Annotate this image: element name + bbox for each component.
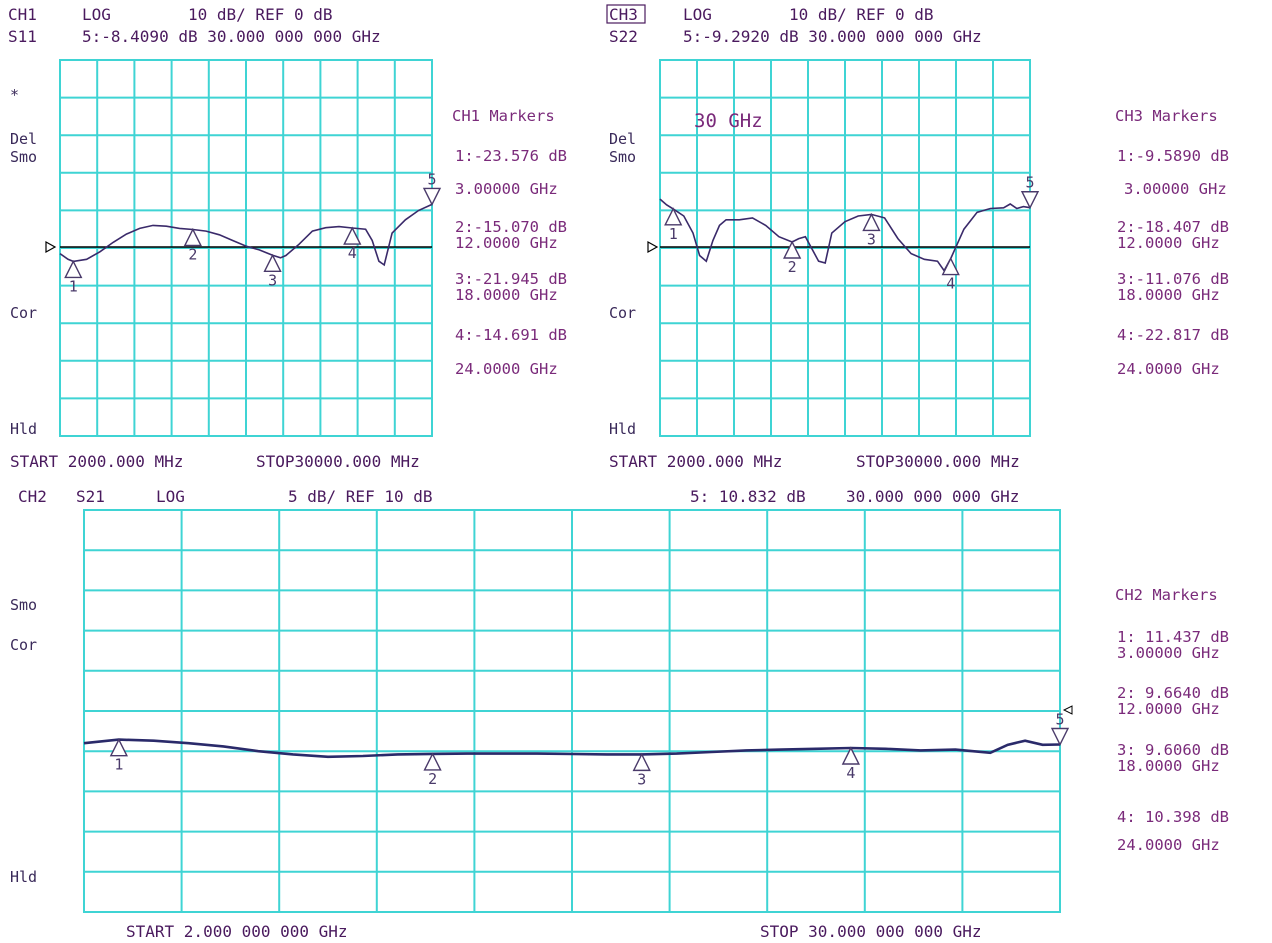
ch2-marker-3-symbol xyxy=(634,754,650,770)
ch2-format: LOG xyxy=(156,487,185,506)
ch1-marker-3-number: 3 xyxy=(268,271,277,289)
ch2-marker-4-freq: 24.0000 GHz xyxy=(1117,836,1220,854)
ch1-marker-4-value: 4:-14.691 dB xyxy=(455,326,567,344)
ch2-active-marker-freq: 30.000 000 000 GHz xyxy=(846,487,1019,506)
ch3-marker-3-symbol xyxy=(863,214,879,230)
ch3-smo: Smo xyxy=(609,148,636,166)
ch1-marker-1-freq: 3.00000 GHz xyxy=(455,180,558,198)
ch1-marker-1-symbol xyxy=(65,261,81,277)
ch2-marker-1-number: 1 xyxy=(114,756,123,774)
ch2-ref-arrow-icon xyxy=(1064,706,1072,714)
ch3-marker-4-number: 4 xyxy=(946,275,955,293)
ch3-param: S22 xyxy=(609,27,638,46)
ch3-marker-1-value: 1:-9.5890 dB xyxy=(1117,147,1229,165)
ch2-marker-1-symbol xyxy=(111,740,127,756)
ch3-active-marker: 5:-9.2920 dB 30.000 000 000 GHz xyxy=(683,27,982,46)
ch3-label: CH3 xyxy=(609,5,638,24)
ch2-marker-4-value: 4: 10.398 dB xyxy=(1117,808,1229,826)
ch2-stop-freq: STOP 30.000 000 000 GHz xyxy=(760,922,982,941)
ch1-marker-2-symbol xyxy=(185,229,201,245)
ch2-panel: CH2 S21 LOG 5 dB/ REF 10 dB 5: 10.832 dB… xyxy=(10,487,1229,941)
ch3-annotation: 30 GHz xyxy=(694,110,763,132)
ch1-marker-symbols: 1 2 3 4 5 xyxy=(65,170,440,295)
ch2-start-freq: START 2.000 000 000 GHz xyxy=(126,922,348,941)
ch2-marker-2-number: 2 xyxy=(428,770,437,788)
ch3-marker-5-number: 5 xyxy=(1026,174,1035,192)
ch1-del: Del xyxy=(10,130,37,148)
ch3-marker-2-number: 2 xyxy=(788,258,797,276)
ch1-marker-2-freq: 12.0000 GHz xyxy=(455,234,558,252)
ch2-scale: 5 dB/ REF 10 dB xyxy=(288,487,433,506)
ch2-hld: Hld xyxy=(10,868,37,886)
ch2-marker-2-freq: 12.0000 GHz xyxy=(1117,700,1220,718)
ch2-active-marker-value: 5: 10.832 dB xyxy=(690,487,806,506)
ch1-scale: 10 dB/ REF 0 dB xyxy=(188,5,333,24)
ch2-marker-3-freq: 18.0000 GHz xyxy=(1117,757,1220,775)
ch3-marker-2-freq: 12.0000 GHz xyxy=(1117,234,1220,252)
ch1-ref-arrow-icon xyxy=(46,242,55,252)
ch1-smo: Smo xyxy=(10,148,37,166)
ch1-start-freq: START 2000.000 MHz xyxy=(10,452,183,471)
ch3-marker-symbols: 1 2 3 4 5 xyxy=(665,174,1038,293)
ch2-markers-title: CH2 Markers xyxy=(1115,586,1218,604)
ch3-marker-1-number: 1 xyxy=(669,225,678,243)
ch1-marker-4-freq: 24.0000 GHz xyxy=(455,360,558,378)
ch2-smo: Smo xyxy=(10,596,37,614)
ch1-format: LOG xyxy=(82,5,111,24)
ch3-start-freq: START 2000.000 MHz xyxy=(609,452,782,471)
ch1-marker-4-number: 4 xyxy=(348,244,357,262)
ch2-grid xyxy=(84,510,1060,912)
ch2-marker-4-number: 4 xyxy=(846,764,855,782)
ch3-marker-3-freq: 18.0000 GHz xyxy=(1117,286,1220,304)
ch1-marker-1-number: 1 xyxy=(69,277,78,295)
ch3-marker-2-symbol xyxy=(784,242,800,258)
ch2-marker-1-freq: 3.00000 GHz xyxy=(1117,644,1220,662)
ch3-marker-4-value: 4:-22.817 dB xyxy=(1117,326,1229,344)
ch2-marker-2-symbol xyxy=(425,754,441,770)
ch3-format: LOG xyxy=(683,5,712,24)
ch2-label: CH2 xyxy=(18,487,47,506)
ch3-panel: CH3 LOG 10 dB/ REF 0 dB S22 5:-9.2920 dB… xyxy=(607,5,1229,471)
ch1-hld: Hld xyxy=(10,420,37,438)
ch3-markers-title: CH3 Markers xyxy=(1115,107,1218,125)
ch3-marker-5-symbol xyxy=(1022,192,1038,208)
ch2-marker-5-number: 5 xyxy=(1056,711,1065,729)
ch1-star: * xyxy=(10,86,19,104)
ch1-panel: CH1 LOG 10 dB/ REF 0 dB S11 5:-8.4090 dB… xyxy=(8,5,567,471)
ch2-marker-5-symbol xyxy=(1052,729,1068,745)
ch3-stop-freq: STOP30000.000 MHz xyxy=(856,452,1020,471)
ch3-marker-1-freq: 3.00000 GHz xyxy=(1124,180,1227,198)
ch1-cor: Cor xyxy=(10,304,37,322)
ch1-marker-3-freq: 18.0000 GHz xyxy=(455,286,558,304)
ch1-marker-2-number: 2 xyxy=(188,245,197,263)
ch3-marker-4-freq: 24.0000 GHz xyxy=(1117,360,1220,378)
ch1-active-marker: 5:-8.4090 dB 30.000 000 000 GHz xyxy=(82,27,381,46)
ch1-markers-title: CH1 Markers xyxy=(452,107,555,125)
ch1-marker-5-number: 5 xyxy=(428,170,437,188)
ch2-marker-3-number: 3 xyxy=(637,770,646,788)
ch1-marker-1-value: 1:-23.576 dB xyxy=(455,147,567,165)
ch1-grid xyxy=(60,60,432,436)
ch1-marker-5-symbol xyxy=(424,188,440,204)
ch3-hld: Hld xyxy=(609,420,636,438)
ch2-cor: Cor xyxy=(10,636,37,654)
ch3-del: Del xyxy=(609,130,636,148)
ch3-marker-3-number: 3 xyxy=(867,230,876,248)
ch1-stop-freq: STOP30000.000 MHz xyxy=(256,452,420,471)
ch3-scale: 10 dB/ REF 0 dB xyxy=(789,5,934,24)
ch3-cor: Cor xyxy=(609,304,636,322)
ch3-ref-arrow-icon xyxy=(648,242,657,252)
ch2-param: S21 xyxy=(76,487,105,506)
ch1-label: CH1 xyxy=(8,5,37,24)
ch1-param: S11 xyxy=(8,27,37,46)
